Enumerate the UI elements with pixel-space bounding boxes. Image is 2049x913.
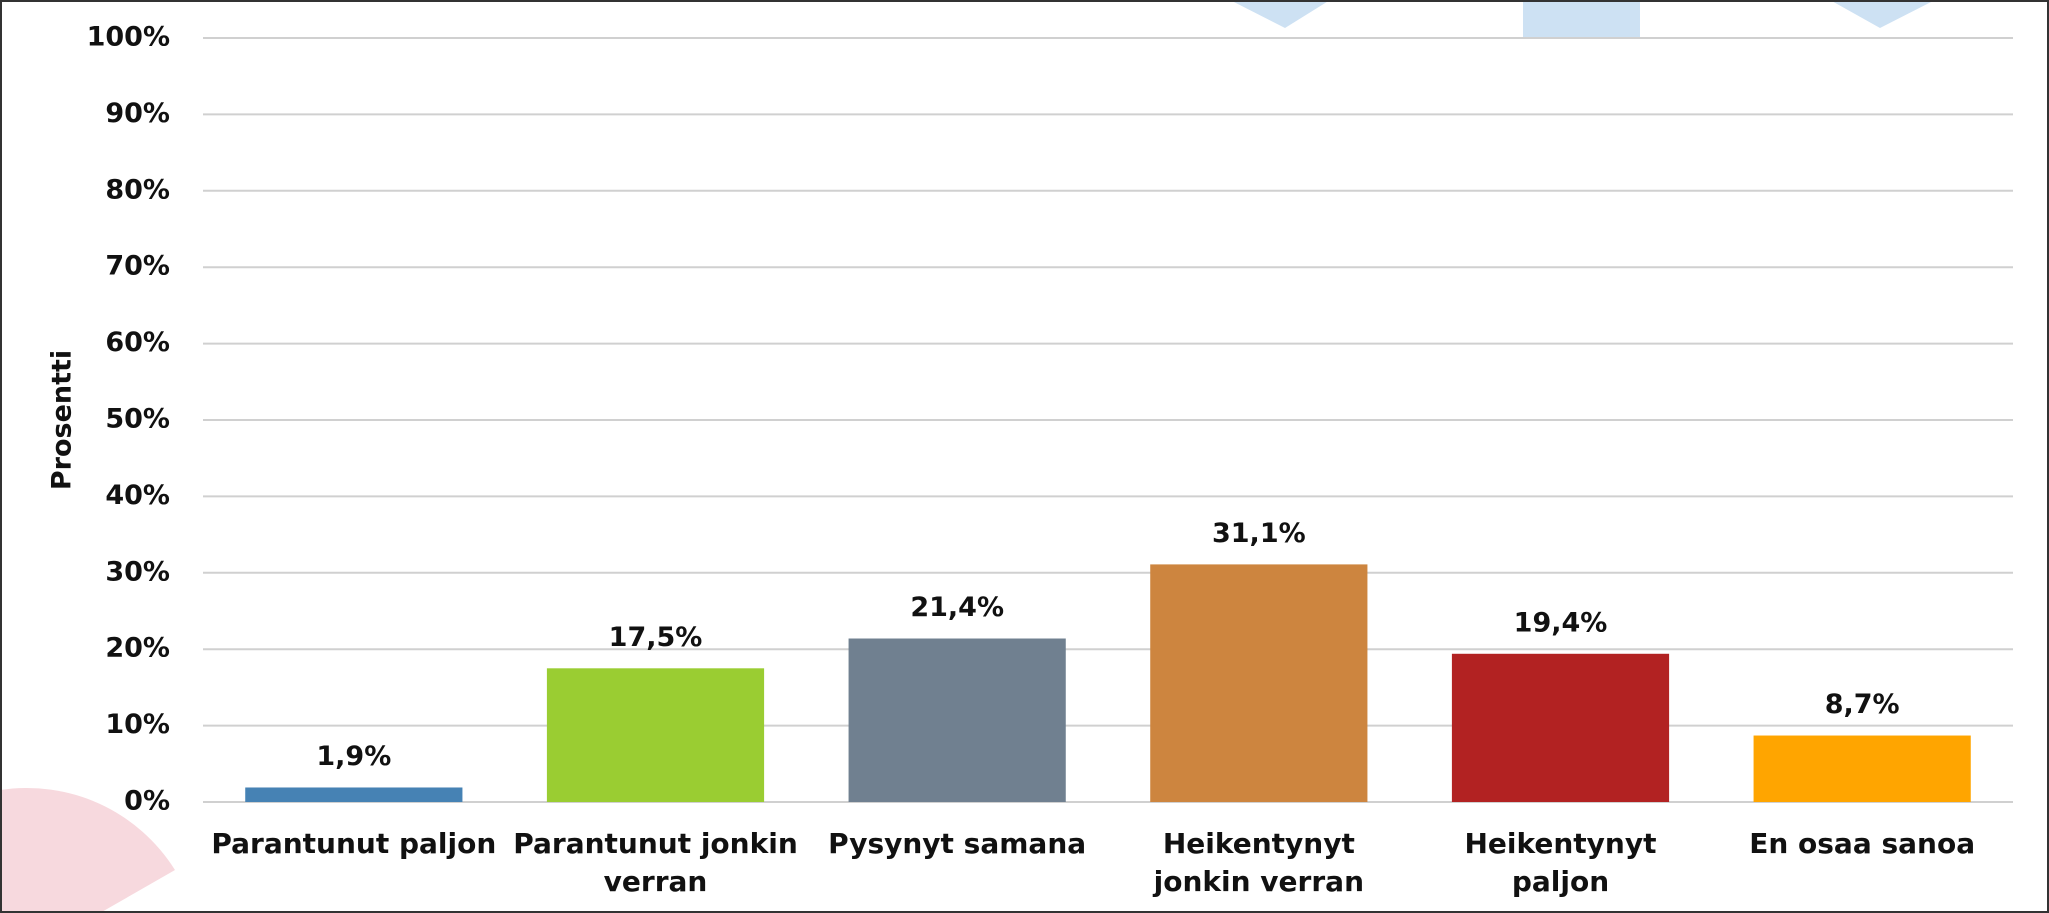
y-tick-label: 10%: [105, 709, 170, 740]
x-tick-label: En osaa sanoa: [1749, 827, 1975, 860]
x-tick-label: Heikentynyt paljon: [1464, 827, 1656, 898]
data-label: 21,4%: [910, 592, 1004, 623]
y-tick-label: 90%: [105, 98, 170, 129]
y-tick-label: 20%: [105, 633, 170, 664]
bar: [1150, 564, 1368, 802]
data-label: 17,5%: [609, 622, 703, 653]
bar: [546, 668, 765, 802]
decoration: [1230, 0, 1330, 28]
data-label: 31,1%: [1212, 518, 1306, 549]
data-label: 1,9%: [316, 741, 391, 772]
bar: [1451, 653, 1670, 802]
y-tick-label: 100%: [87, 22, 170, 53]
x-tick-label: Parantunut jonkin verran: [513, 827, 798, 898]
bar: [1753, 735, 1971, 802]
data-label: 8,7%: [1825, 689, 1900, 720]
x-tick-label: Pysynyt samana: [828, 827, 1086, 860]
bar: [848, 638, 1066, 802]
data-label: 19,4%: [1514, 607, 1608, 638]
decoration: [1830, 0, 1935, 28]
decoration: [0, 787, 175, 913]
y-tick-label: 70%: [105, 251, 170, 282]
y-tick-label: 30%: [105, 556, 170, 587]
y-tick-label: 0%: [124, 786, 170, 817]
y-tick-label: 50%: [105, 404, 170, 435]
y-tick-label: 80%: [105, 174, 170, 205]
x-tick-label: Parantunut paljon: [211, 827, 496, 860]
y-axis-title: Prosentti: [47, 350, 78, 490]
bar: [245, 787, 463, 802]
y-tick-label: 40%: [105, 480, 170, 511]
x-tick-label: Heikentynyt jonkin verran: [1153, 827, 1364, 898]
decoration: [1523, 0, 1640, 38]
y-tick-label: 60%: [105, 327, 170, 358]
